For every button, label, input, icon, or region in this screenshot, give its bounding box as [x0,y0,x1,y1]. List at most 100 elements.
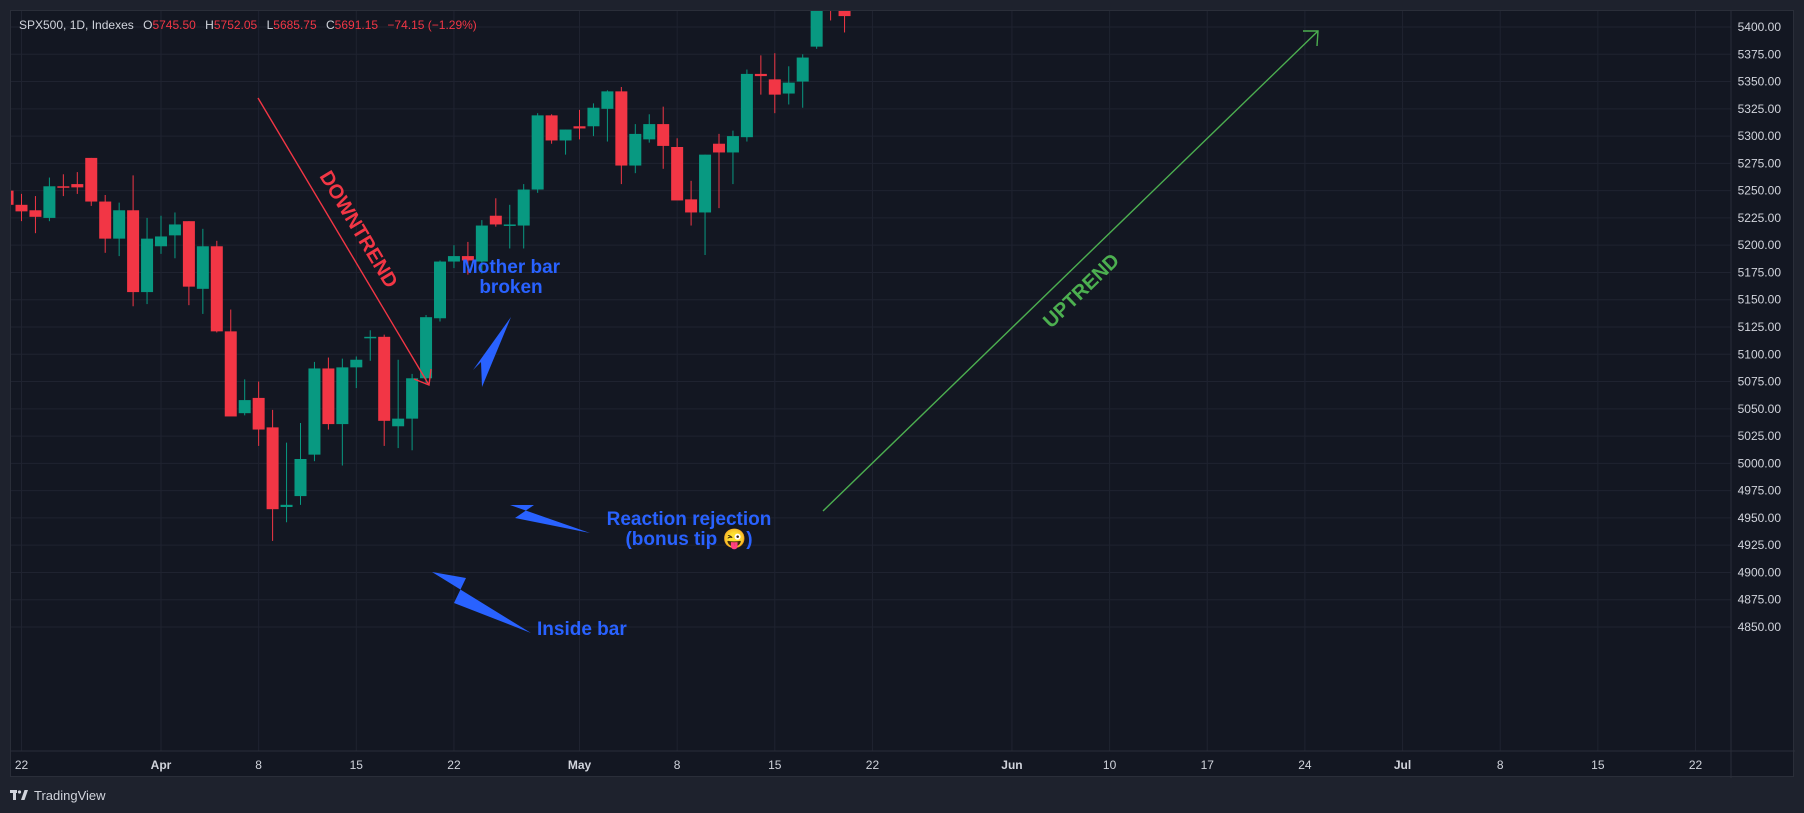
candle[interactable] [196,228,209,314]
price-tick-label: 5225.00 [1738,211,1782,225]
candle[interactable] [796,54,809,108]
footer-brand[interactable]: TradingView [10,786,106,804]
candle[interactable] [671,138,684,201]
candle[interactable] [420,315,433,384]
candle[interactable] [71,172,84,194]
candle[interactable] [224,309,237,417]
candle-body [782,82,795,94]
candle[interactable] [266,409,279,541]
time-tick-label: Jul [1394,758,1411,772]
candle[interactable] [587,103,600,137]
candle[interactable] [685,180,698,226]
candle[interactable] [336,358,349,466]
candle[interactable] [657,106,670,169]
candle[interactable] [643,114,656,143]
candle[interactable] [141,217,154,305]
candle[interactable] [99,195,112,253]
candle[interactable] [601,90,614,142]
time-tick-label: 15 [768,758,782,772]
candle[interactable] [57,174,70,197]
candle-body [406,378,419,419]
candle[interactable] [475,220,488,274]
candle[interactable] [85,157,98,206]
candle[interactable] [629,124,642,174]
candle[interactable] [810,3,823,49]
candle[interactable] [545,114,558,144]
candle-body [210,246,223,332]
candle[interactable] [838,0,851,33]
candle[interactable] [364,330,377,361]
candle[interactable] [392,359,405,449]
candle[interactable] [210,240,223,333]
candle-body [238,400,251,414]
time-tick-label: 8 [1497,758,1504,772]
price-tick-label: 4875.00 [1738,593,1782,607]
candle[interactable] [740,69,753,142]
price-tick-label: 5300.00 [1738,129,1782,143]
candle[interactable] [754,55,767,95]
candle[interactable] [378,334,391,446]
candle-body [57,186,70,188]
candle[interactable] [350,356,363,389]
candle[interactable] [489,198,502,227]
candle-body [461,256,474,261]
candle[interactable] [1,183,14,207]
candle[interactable] [461,241,474,275]
candle[interactable] [726,130,739,185]
candle-body [447,256,460,262]
price-tick-label: 5400.00 [1738,20,1782,34]
candle[interactable] [43,177,56,222]
candle[interactable] [517,184,530,249]
legend-h-value: 5752.05 [214,18,258,32]
candle[interactable] [782,66,795,105]
candle[interactable] [252,381,265,446]
legend-symbol[interactable]: SPX500, 1D, Indexes [19,18,134,32]
candle-body [168,224,181,236]
candle[interactable] [238,379,251,416]
price-tick-label: 4900.00 [1738,565,1782,579]
price-tick-label: 5150.00 [1738,293,1782,307]
candle[interactable] [768,53,781,114]
candle[interactable] [113,202,126,257]
candle-body [573,126,586,129]
chart-pane[interactable]: 5400.00 5375.00 5350.00 5325.00 5300.00 5275.… [1,0,1795,778]
candle-body [280,504,293,507]
candle[interactable] [15,193,28,222]
candle[interactable] [294,423,307,505]
candle[interactable] [182,221,195,306]
candle-body [489,215,502,225]
candle[interactable] [713,133,725,209]
candle-body [699,154,712,213]
time-tick-label: 22 [1689,758,1703,772]
reaction-arrow [510,505,590,533]
candle-body [182,221,195,287]
candle-body [294,459,307,497]
downtrend-line[interactable] [257,97,430,386]
candle[interactable] [531,113,544,193]
candle[interactable] [434,260,446,322]
legend-o-label: O [143,18,152,32]
candle[interactable] [127,175,140,307]
candle[interactable] [503,204,516,249]
candle[interactable] [322,357,335,430]
downtrend-arrowhead [413,368,432,386]
candle[interactable] [29,196,42,234]
time-tick-label: 8 [674,758,681,772]
candle[interactable] [559,129,572,155]
candle[interactable] [447,245,460,269]
reaction-label-line1: Reaction rejection [607,509,772,530]
candle[interactable] [308,361,321,462]
candle-body [434,261,446,319]
candlestick-chart[interactable]: 5400.00 5375.00 5350.00 5325.00 5300.00 5275.… [1,0,1795,778]
candle[interactable] [155,215,167,254]
candle[interactable] [573,109,586,140]
candle[interactable] [699,154,712,255]
candle[interactable] [280,442,293,523]
candle[interactable] [615,87,628,185]
candle[interactable] [825,0,837,21]
time-tick-label: 17 [1201,758,1215,772]
legend-o-value: 5745.50 [152,18,196,32]
uptrend-line[interactable] [822,30,1319,512]
candle[interactable] [406,373,419,451]
candle[interactable] [168,212,181,259]
